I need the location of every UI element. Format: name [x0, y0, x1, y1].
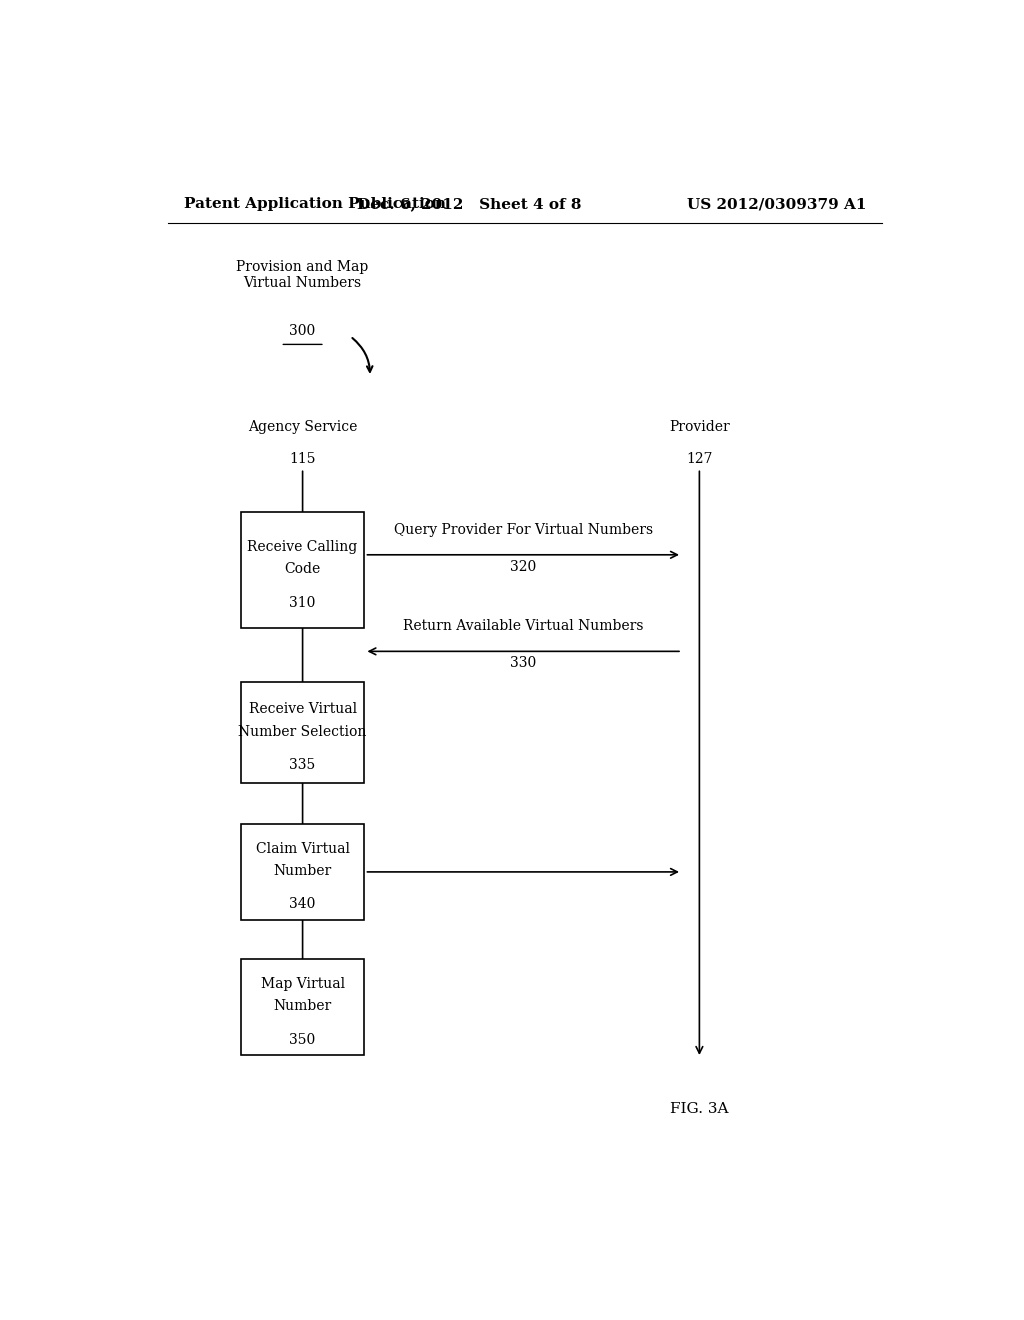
Text: 335: 335	[290, 758, 315, 772]
Text: 320: 320	[510, 560, 537, 574]
Text: Agency Service: Agency Service	[248, 420, 357, 434]
Text: 330: 330	[510, 656, 537, 671]
Bar	[241, 958, 365, 1056]
Text: 127: 127	[686, 453, 713, 466]
Text: Number: Number	[273, 863, 332, 878]
Text: Receive Calling: Receive Calling	[248, 540, 357, 553]
Text: Claim Virtual: Claim Virtual	[256, 842, 349, 855]
Text: Map Virtual: Map Virtual	[260, 977, 345, 991]
Bar	[241, 824, 365, 920]
Text: Number Selection: Number Selection	[239, 725, 367, 739]
Text: 115: 115	[290, 453, 315, 466]
Bar	[241, 512, 365, 628]
Text: US 2012/0309379 A1: US 2012/0309379 A1	[686, 197, 866, 211]
Text: 310: 310	[290, 595, 315, 610]
Text: Number: Number	[273, 999, 332, 1012]
Text: Provider: Provider	[669, 420, 730, 434]
Text: 340: 340	[290, 898, 315, 911]
Text: Return Available Virtual Numbers: Return Available Virtual Numbers	[403, 619, 643, 634]
Text: Code: Code	[285, 562, 321, 576]
Text: Dec. 6, 2012   Sheet 4 of 8: Dec. 6, 2012 Sheet 4 of 8	[357, 197, 582, 211]
Text: Receive Virtual: Receive Virtual	[249, 702, 356, 717]
Text: FIG. 3A: FIG. 3A	[670, 1102, 729, 1115]
Text: Provision and Map
Virtual Numbers: Provision and Map Virtual Numbers	[237, 260, 369, 290]
Text: Query Provider For Virtual Numbers: Query Provider For Virtual Numbers	[393, 523, 652, 536]
Text: 350: 350	[290, 1032, 315, 1047]
Bar	[241, 682, 365, 784]
Text: 300: 300	[290, 325, 315, 338]
Text: Patent Application Publication: Patent Application Publication	[183, 197, 445, 211]
